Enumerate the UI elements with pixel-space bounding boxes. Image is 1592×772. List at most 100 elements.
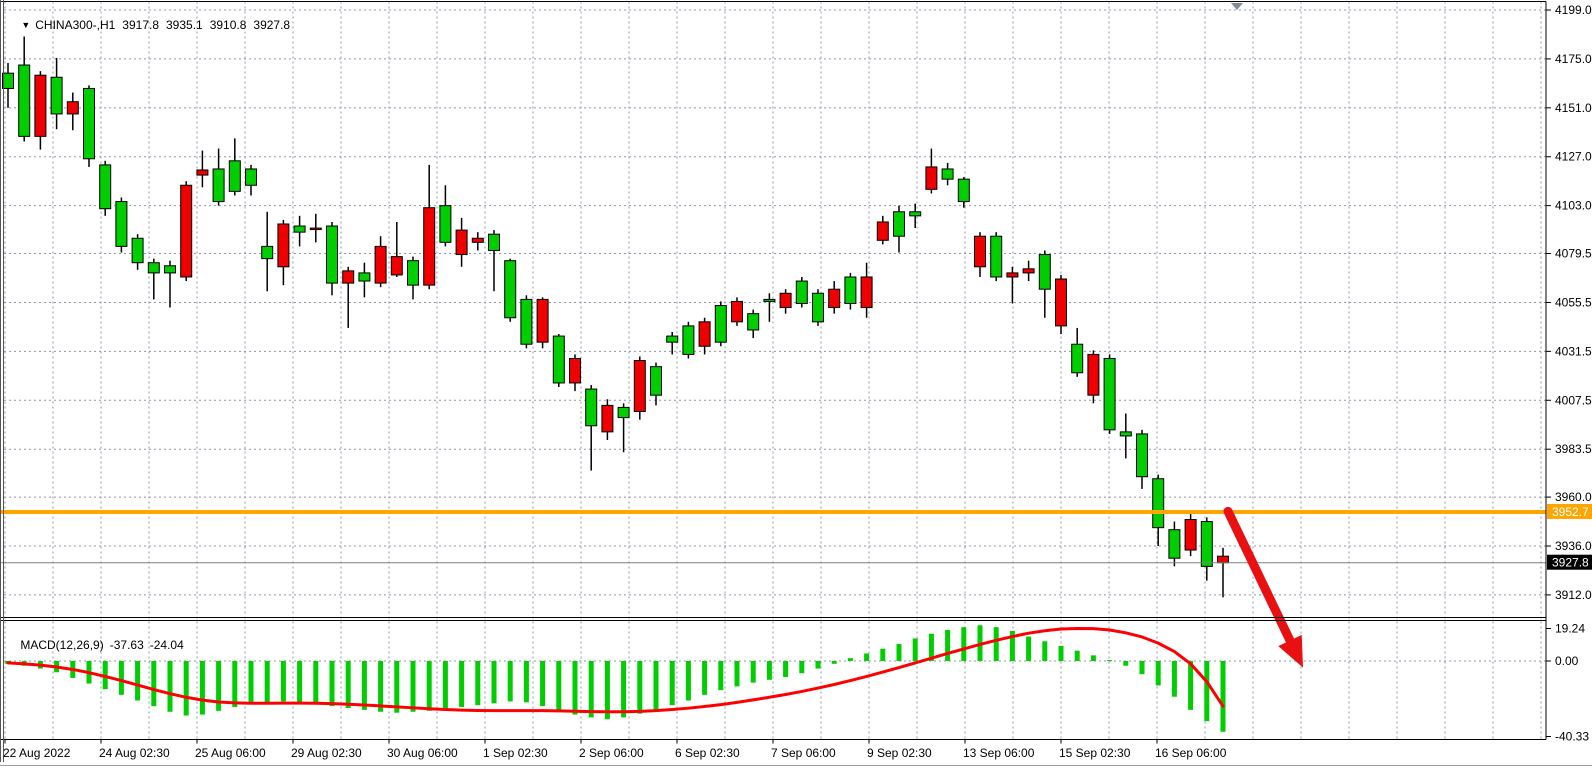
candle-body <box>164 265 176 274</box>
macd-histogram-bar <box>118 661 124 695</box>
macd-axis-label: 0.00 <box>1555 654 1579 668</box>
time-axis[interactable]: 22 Aug 2022 24 Aug 02:30 25 Aug 06:00 29 Au… <box>3 739 1227 761</box>
macd-histogram-bar <box>1009 630 1015 661</box>
macd-histogram-bar <box>1188 661 1194 710</box>
candle-body <box>390 256 403 276</box>
candle-body <box>1184 519 1197 551</box>
macd-axis[interactable]: 19.24 0.00 -40.33 <box>1546 622 1589 744</box>
macd-histogram-bar <box>329 661 335 707</box>
price-axis-label: 3983.5 <box>1555 442 1592 456</box>
candle-body <box>666 335 679 343</box>
price-panel-area[interactable] <box>4 1 1546 618</box>
price-axis-label: 3960.0 <box>1555 490 1592 504</box>
candle-body <box>83 87 95 160</box>
macd-histogram-bar <box>1123 661 1129 666</box>
candle-body <box>407 260 419 286</box>
macd-histogram-bar <box>151 661 157 707</box>
macd-histogram-bar <box>928 633 934 661</box>
symbol-dropdown-icon[interactable]: ▼ <box>21 20 31 30</box>
macd-histogram-bar <box>1220 661 1226 732</box>
macd-histogram-bar <box>523 661 529 703</box>
candle-body <box>2 72 14 89</box>
macd-histogram-bar <box>1107 660 1113 662</box>
time-axis-label: 16 Sep 06:00 <box>1155 746 1227 760</box>
candle-body <box>893 211 905 237</box>
macd-histogram-bar <box>135 661 141 701</box>
macd-histogram-bar <box>183 661 189 716</box>
candle-body <box>957 178 970 203</box>
candle-body <box>423 207 436 286</box>
macd-histogram-bar <box>961 627 967 661</box>
price-axis-label: 4055.5 <box>1555 295 1592 309</box>
macd-histogram-bar <box>1155 661 1161 686</box>
scroll-to-end-marker-icon[interactable] <box>1231 3 1243 10</box>
candle-body <box>650 366 662 396</box>
macd-histogram-bar <box>993 627 999 661</box>
candle-body <box>1022 268 1035 274</box>
trend-arrow[interactable] <box>1223 506 1303 668</box>
candle-body <box>1055 278 1067 327</box>
candle-body <box>196 169 209 176</box>
macd-name: MACD(12,26,9) <box>20 638 104 652</box>
price-axis-label: 4151.0 <box>1555 101 1592 115</box>
trend-arrow-head[interactable] <box>1278 634 1303 668</box>
candle-body <box>99 164 112 210</box>
macd-histogram-bar <box>361 661 367 710</box>
candle-body <box>1087 353 1100 396</box>
candle-body <box>326 225 338 284</box>
candle-body <box>1152 478 1165 529</box>
candle-body <box>552 335 565 384</box>
candle-body <box>795 280 808 304</box>
candle-body <box>277 223 290 268</box>
price-axis-label: 4127.0 <box>1555 150 1592 164</box>
macd-histogram-bar <box>1171 661 1177 697</box>
macd-histogram-bar <box>167 661 173 712</box>
candle-body <box>1103 357 1116 431</box>
macd-histogram-bar <box>216 661 222 711</box>
macd-histogram-bar <box>459 661 465 708</box>
macd-histogram-bar <box>864 653 870 661</box>
candle-body <box>844 276 857 304</box>
macd-histogram-bar <box>750 661 756 683</box>
last-price-badge: 3927.8 <box>1547 554 1592 570</box>
macd-histogram-bar <box>1139 661 1145 675</box>
time-axis-label: 2 Sep 06:00 <box>579 746 644 760</box>
candle-body <box>342 270 355 284</box>
candle-body <box>115 201 128 247</box>
candle-body <box>682 325 695 355</box>
hline-price-badge-text: 3952.7 <box>1552 505 1589 519</box>
candle-body <box>941 168 954 180</box>
candle-body <box>698 321 711 347</box>
candle-body <box>763 298 776 302</box>
macd-signal-value: -24.04 <box>149 638 184 652</box>
time-axis-label: 24 Aug 02:30 <box>99 746 170 760</box>
price-axis[interactable]: 4199.0 4175.0 4151.0 4127.0 4103.0 4079.5 4055… <box>1546 3 1592 602</box>
candle-body <box>147 262 160 274</box>
trend-arrow-shaft[interactable] <box>1223 506 1298 651</box>
candle-body <box>131 237 144 264</box>
bar-low-value: 3910.8 <box>209 18 247 32</box>
last-price-badge-bg <box>1547 554 1592 570</box>
candle-body <box>812 292 824 323</box>
macd-histogram-bar <box>556 661 562 711</box>
price-axis-label: 4007.5 <box>1555 393 1592 407</box>
candle-body <box>536 298 549 343</box>
macd-histogram-bar <box>410 661 416 712</box>
macd-histogram-bar <box>491 661 497 704</box>
candle-body <box>1168 529 1181 559</box>
macd-histogram-bar <box>912 638 918 661</box>
candle-body <box>779 292 792 309</box>
price-axis-label: 4199.0 <box>1555 3 1592 17</box>
candle-body <box>439 205 452 243</box>
macd-main-value: -37.63 <box>109 638 144 652</box>
candle-body <box>617 406 630 419</box>
price-axis-label: 3912.0 <box>1555 588 1592 602</box>
hline-price-badge: 3952.7 <box>1547 503 1592 519</box>
candle-body <box>601 404 614 433</box>
candle-body <box>1136 433 1148 478</box>
candle-body <box>50 76 63 115</box>
time-axis-label: 25 Aug 06:00 <box>195 746 266 760</box>
macd-histogram-bar <box>442 661 448 709</box>
